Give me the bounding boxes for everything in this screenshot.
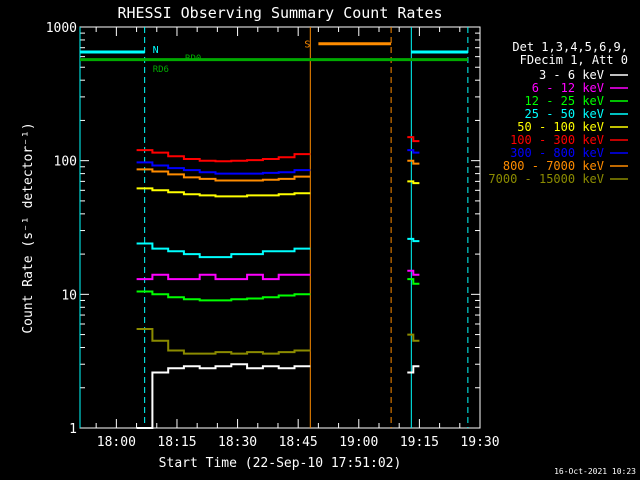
footer-date: 16-Oct-2021 10:23: [554, 467, 636, 476]
x-tick-label: 19:30: [460, 435, 499, 450]
saa-bar-label: S: [304, 40, 310, 51]
series-line: [407, 365, 420, 374]
x-tick-label: 18:15: [157, 435, 196, 450]
legend-entry-label: 6 - 12 keV: [532, 81, 604, 95]
y-axis-label: Count Rate (s⁻¹ detector⁻¹): [21, 122, 36, 333]
series-line: [136, 290, 311, 302]
series-line: [407, 180, 420, 185]
legend-entry-label: 100 - 300 keV: [510, 133, 604, 147]
x-tick-label: 19:00: [339, 435, 378, 450]
legend-entry-label: 3 - 6 keV: [539, 68, 604, 82]
rd-label: RD0: [185, 54, 201, 64]
series-line: [407, 159, 420, 165]
x-tick-label: 18:00: [97, 435, 136, 450]
series-line: [136, 168, 311, 182]
legend-entry-label: 25 - 50 keV: [525, 107, 604, 121]
series-line: [136, 161, 311, 175]
legend-entry-label: 7000 - 15000 keV: [488, 172, 604, 186]
series-line: [407, 333, 420, 342]
series-line: [136, 273, 311, 281]
legend-entry-label: 12 - 25 keV: [525, 94, 604, 108]
y-tick-label: 10: [61, 288, 77, 303]
legend-entry-label: 800 - 7000 keV: [503, 159, 604, 173]
legend-header-2: FDecim 1, Att 0: [520, 53, 628, 67]
night-bar-label: N: [153, 45, 159, 56]
series-line: [407, 237, 420, 243]
y-tick-label: 100: [54, 155, 77, 170]
series-line: [407, 269, 420, 276]
rd-label: RD6: [153, 65, 169, 75]
series-line: [136, 187, 311, 198]
series-line: [407, 149, 420, 154]
y-tick-label: 1000: [46, 21, 77, 36]
x-axis-label: Start Time (22-Sep-10 17:51:02): [159, 456, 402, 471]
series-line: [136, 328, 311, 355]
series-line: [136, 242, 311, 259]
x-tick-label: 19:15: [400, 435, 439, 450]
legend-header-1: Det 1,3,4,5,6,9,: [512, 40, 628, 54]
x-tick-label: 18:45: [279, 435, 318, 450]
x-tick-label: 18:30: [218, 435, 257, 450]
legend-entry-label: 300 - 800 keV: [510, 146, 604, 160]
plot-area: 1 10 100 1000 18:00 18:15 18:30 18:45 19:00 19:15…: [46, 21, 628, 450]
series-line: [136, 149, 311, 163]
legend-entry-label: 50 - 100 keV: [517, 120, 604, 134]
series-line: [407, 136, 420, 143]
y-tick-label: 1: [69, 422, 77, 437]
chart-title: RHESSI Observing Summary Count Rates: [117, 4, 442, 22]
series-line: [136, 363, 311, 429]
series-line: [407, 278, 420, 285]
